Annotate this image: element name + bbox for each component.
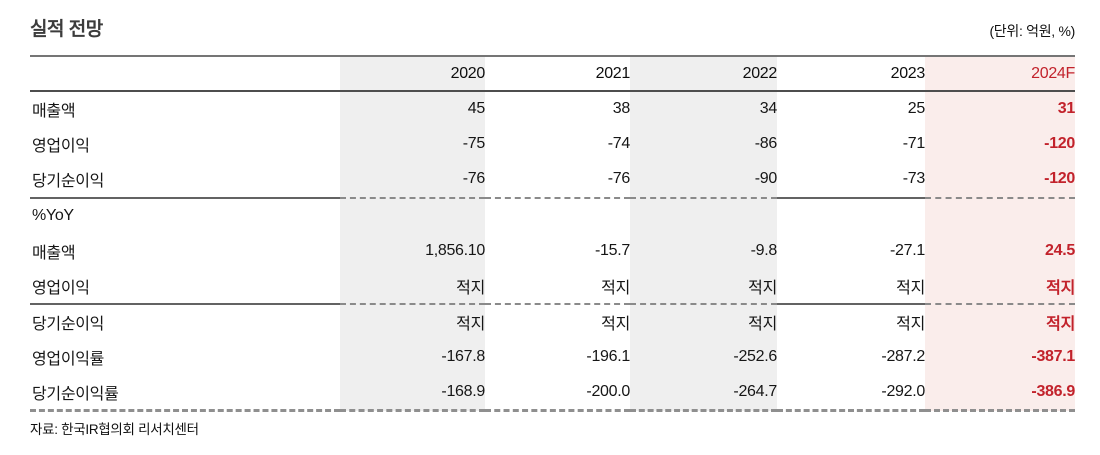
row-label: 매출액 — [32, 103, 76, 121]
cell-value: 적지 — [601, 279, 630, 297]
cell-value: -167.8 — [340, 339, 485, 375]
cell-value: 적지 — [925, 268, 1075, 304]
cell-value: 적지 — [340, 303, 485, 340]
cell-value: -86 — [630, 126, 777, 162]
table-row: 당기순이익 적지 적지 적지 적지 적지 — [30, 303, 1075, 340]
cell-value: 34 — [630, 91, 777, 127]
cell-value: -9.8 — [630, 233, 777, 269]
cell-value: -120 — [925, 126, 1075, 162]
cell-value: -15.7 — [595, 241, 630, 259]
cell-value: -71 — [902, 135, 926, 153]
cell-value: -264.7 — [630, 375, 777, 412]
table-row: 매출액 1,856.10 -15.7 -9.8 -27.1 24.5 — [30, 233, 1075, 269]
source-note: 자료: 한국IR협의회 리서치센터 — [30, 422, 199, 437]
cell-value: -73 — [902, 170, 926, 188]
year-header-2022: 2022 — [630, 55, 777, 92]
cell-value: 45 — [340, 91, 485, 127]
cell-value: -292.0 — [777, 375, 925, 412]
cell-value — [925, 196, 1075, 233]
cell-value: -76 — [607, 170, 631, 188]
cell-value: 적지 — [777, 303, 925, 340]
cell-value: -196.1 — [586, 348, 630, 366]
cell-value: -74 — [607, 135, 631, 153]
year-header-2023: 2023 — [777, 55, 925, 92]
cell-value: 적지 — [630, 303, 777, 340]
row-label: 당기순이익 — [32, 173, 105, 191]
cell-value: -168.9 — [340, 375, 485, 412]
cell-value: 38 — [612, 100, 631, 118]
table-header-bar: 실적 전망 (단위: 억원, %) — [30, 14, 1075, 41]
row-label: 영업이익 — [32, 138, 90, 156]
year-header-row: 2020 2021 2022 2023 2024F — [30, 55, 1075, 92]
corner-header — [30, 55, 340, 92]
row-label: 당기순이익 — [30, 303, 340, 340]
cell-value: 적지 — [896, 279, 925, 297]
table-row: 매출액 45 38 34 25 31 — [30, 91, 1075, 127]
cell-value: -252.6 — [630, 339, 777, 375]
cell-value: 24.5 — [925, 233, 1075, 269]
year-header-2024f: 2024F — [925, 55, 1075, 92]
cell-value: -27.1 — [890, 241, 925, 259]
cell-value: -287.2 — [881, 348, 925, 366]
row-label: 영업이익률 — [32, 351, 105, 369]
row-label: 영업이익 — [32, 279, 90, 297]
year-header-2021: 2021 — [485, 55, 630, 92]
cell-value: -75 — [340, 126, 485, 162]
row-label: 당기순이익률 — [30, 375, 340, 412]
unit-label: (단위: 억원, %) — [989, 23, 1075, 39]
table-row: 영업이익률 -167.8 -196.1 -252.6 -287.2 -387.1 — [30, 339, 1075, 375]
cell-value: -120 — [925, 162, 1075, 198]
table-row: 영업이익 적지 적지 적지 적지 적지 — [30, 268, 1075, 304]
cell-value: 25 — [907, 100, 926, 118]
table-row: 당기순이익 -76 -76 -90 -73 -120 — [30, 162, 1075, 198]
table-row: %YoY — [30, 196, 1075, 233]
cell-value — [340, 196, 485, 233]
cell-value: 31 — [925, 91, 1075, 127]
year-header-2020: 2020 — [340, 55, 485, 92]
cell-value: -386.9 — [925, 375, 1075, 412]
row-label: %YoY — [30, 196, 340, 233]
cell-value: 1,856.10 — [340, 233, 485, 269]
cell-value: -90 — [630, 162, 777, 198]
cell-value: 적지 — [485, 303, 630, 340]
row-label: 매출액 — [32, 244, 76, 262]
forecast-table: 2020 2021 2022 2023 2024F 매출액 45 38 34 25 31 영… — [30, 55, 1075, 412]
cell-value — [777, 196, 925, 233]
table-row: 당기순이익률 -168.9 -200.0 -264.7 -292.0 -386.9 — [30, 375, 1075, 412]
cell-value: -387.1 — [925, 339, 1075, 375]
table-row: 영업이익 -75 -74 -86 -71 -120 — [30, 126, 1075, 162]
page-title: 실적 전망 — [30, 19, 103, 40]
cell-value: -200.0 — [485, 375, 630, 412]
cell-value — [630, 196, 777, 233]
cell-value: 적지 — [630, 268, 777, 304]
cell-value: -76 — [340, 162, 485, 198]
cell-value: 적지 — [340, 268, 485, 304]
cell-value: 적지 — [925, 303, 1075, 340]
cell-value — [485, 196, 630, 233]
